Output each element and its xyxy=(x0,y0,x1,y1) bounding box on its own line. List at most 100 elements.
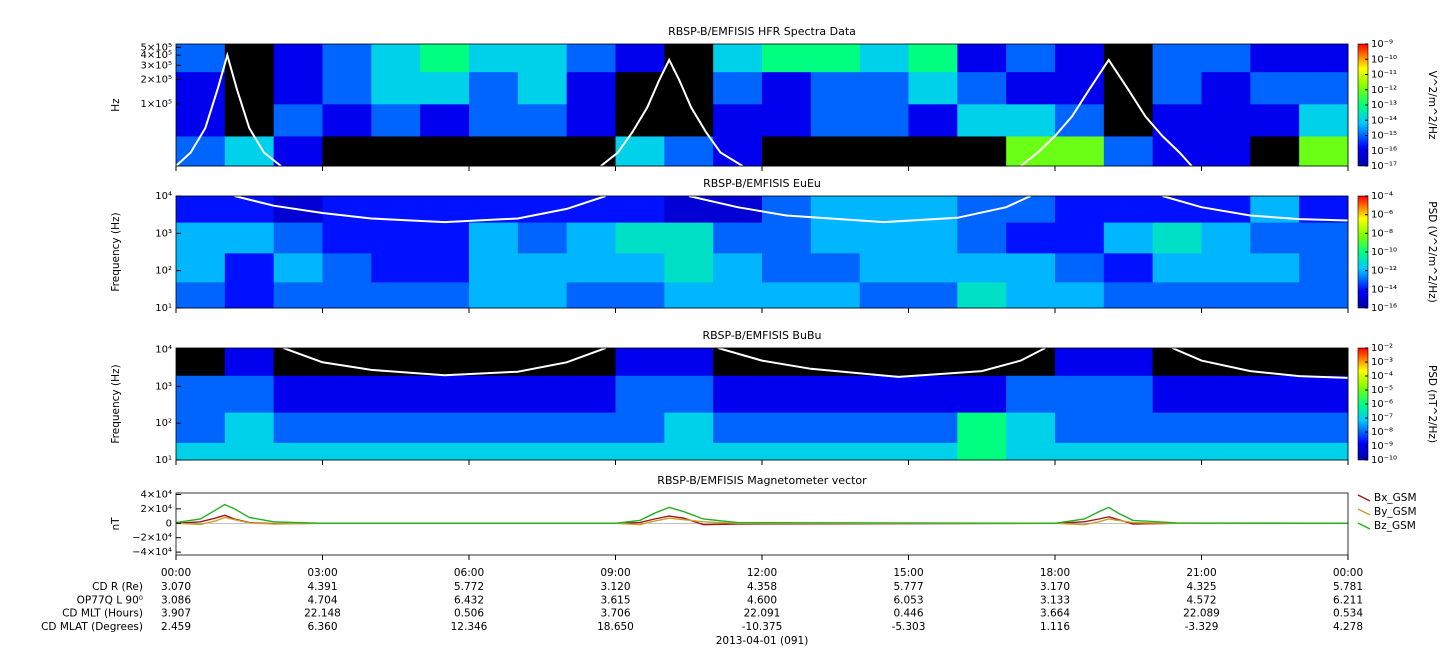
heatmap-cell xyxy=(176,348,226,376)
x-tick-label: 21:00 xyxy=(1186,567,1216,579)
ephemeris-value: 3.706 xyxy=(600,608,630,620)
heatmap-cell xyxy=(1250,222,1300,254)
y-axis-label: Hz xyxy=(110,98,122,112)
ephemeris-value: 3.907 xyxy=(161,608,191,620)
heatmap-cell xyxy=(1299,135,1349,167)
ephemeris-value: 4.325 xyxy=(1186,581,1216,593)
heatmap-cell xyxy=(1201,222,1251,254)
ephemeris-value: 6.360 xyxy=(307,621,337,633)
colorbar-tick-label: 10⁻⁸ xyxy=(1371,427,1393,438)
heatmap-cell xyxy=(762,375,812,413)
ephemeris-value: 3.070 xyxy=(161,581,191,593)
heatmap-cell xyxy=(762,103,812,137)
heatmap-cell xyxy=(273,348,323,376)
heatmap-cell xyxy=(1250,412,1300,443)
x-tick-label: 00:00 xyxy=(1333,567,1363,579)
y-tick-label: 5×10⁵ xyxy=(141,42,172,53)
heatmap-cell xyxy=(713,222,763,254)
heatmap-cell xyxy=(420,196,470,223)
overlay-line xyxy=(234,196,1348,224)
ephemeris-value: 0.506 xyxy=(454,608,484,620)
heatmap-cell xyxy=(957,222,1007,254)
heatmap-cell xyxy=(1152,44,1202,73)
heatmap-cell xyxy=(908,281,958,309)
heatmap-cell xyxy=(517,412,568,443)
heatmap-cell xyxy=(224,103,275,137)
heatmap-cell xyxy=(957,252,1007,283)
heatmap-cell xyxy=(176,442,226,461)
heatmap-cell xyxy=(1055,222,1105,254)
heatmap-cell xyxy=(420,71,470,105)
colorbar-tick-label: 10⁻⁴ xyxy=(1371,191,1393,202)
ephemeris-label: CD MLT (Hours) xyxy=(62,608,143,620)
heatmap-cell xyxy=(810,375,861,413)
heatmap-cell xyxy=(957,103,1007,137)
heatmap-cell xyxy=(322,44,372,73)
heatmap-cell xyxy=(224,348,275,376)
y-tick-label: 10¹ xyxy=(155,303,172,314)
heatmap-cell xyxy=(566,103,616,137)
heatmap-cell xyxy=(322,135,372,167)
heatmap-cell xyxy=(224,222,275,254)
heatmap-cell xyxy=(1103,103,1154,137)
heatmap-cell xyxy=(517,222,568,254)
heatmap-cell xyxy=(371,44,421,73)
heatmap-cell xyxy=(1250,135,1300,167)
heatmap-cell xyxy=(713,135,763,167)
heatmap-cell xyxy=(322,252,372,283)
heatmap-cell xyxy=(1152,375,1202,413)
heatmap-cell xyxy=(469,412,519,443)
y-tick-label: 1×10⁵ xyxy=(141,99,172,110)
heatmap-cell xyxy=(1250,44,1300,73)
heatmap-cell xyxy=(859,281,909,309)
heatmap-cell xyxy=(810,412,861,443)
heatmap-cell xyxy=(1055,348,1105,376)
heatmap-cell xyxy=(908,412,958,443)
heatmap-cell xyxy=(664,44,714,73)
heatmap-cell xyxy=(469,222,519,254)
heatmap-cell xyxy=(810,44,861,73)
heatmap-cell xyxy=(420,442,470,461)
heatmap-cell xyxy=(273,281,323,309)
ephemeris-value: 3.120 xyxy=(600,581,630,593)
heatmap-cell xyxy=(517,252,568,283)
heatmap-cell xyxy=(1201,135,1251,167)
heatmap-cell xyxy=(469,442,519,461)
heatmap-cell xyxy=(1152,103,1202,137)
heatmap-cell xyxy=(469,375,519,413)
heatmap-cell xyxy=(1299,281,1349,309)
x-tick-label: 06:00 xyxy=(454,567,484,579)
heatmap-cell xyxy=(176,375,226,413)
colorbar-tick-label: 10⁻⁴ xyxy=(1371,371,1393,382)
heatmap-cell xyxy=(469,71,519,105)
colorbar-tick-label: 10⁻⁹ xyxy=(1371,441,1393,452)
heatmap-cell xyxy=(713,44,763,73)
heatmap-cell xyxy=(615,348,665,376)
heatmap-cell xyxy=(420,281,470,309)
heatmap-cell xyxy=(1299,196,1349,223)
heatmap-cell xyxy=(469,252,519,283)
y-tick-label: 4×10⁵ xyxy=(141,50,172,61)
heatmap-cell xyxy=(224,252,275,283)
heatmap-cell xyxy=(713,281,763,309)
heatmap-cell xyxy=(273,135,323,167)
heatmap-cell xyxy=(1201,252,1251,283)
heatmap-cell xyxy=(664,412,714,443)
panel: RBSP-B/EMFISIS EuEu Frequency (Hz) 10⁻⁴ 10⁻… xyxy=(110,177,1438,314)
heatmap-cell xyxy=(713,348,763,376)
heatmap-cell xyxy=(420,222,470,254)
heatmap-cell xyxy=(566,222,616,254)
heatmap-cell xyxy=(1201,412,1251,443)
heatmap-cell xyxy=(420,348,470,376)
ephemeris-value: 3.133 xyxy=(1040,594,1070,606)
heatmap-cell xyxy=(1103,348,1154,376)
heatmap-cell xyxy=(224,412,275,443)
heatmap-cell xyxy=(371,103,421,137)
heatmap-cell xyxy=(176,281,226,309)
heatmap-cell xyxy=(1299,375,1349,413)
heatmap-cell xyxy=(371,412,421,443)
panel-title: RBSP-B/EMFISIS EuEu xyxy=(703,177,821,190)
heatmap-cell xyxy=(664,252,714,283)
heatmap-cell xyxy=(517,442,568,461)
